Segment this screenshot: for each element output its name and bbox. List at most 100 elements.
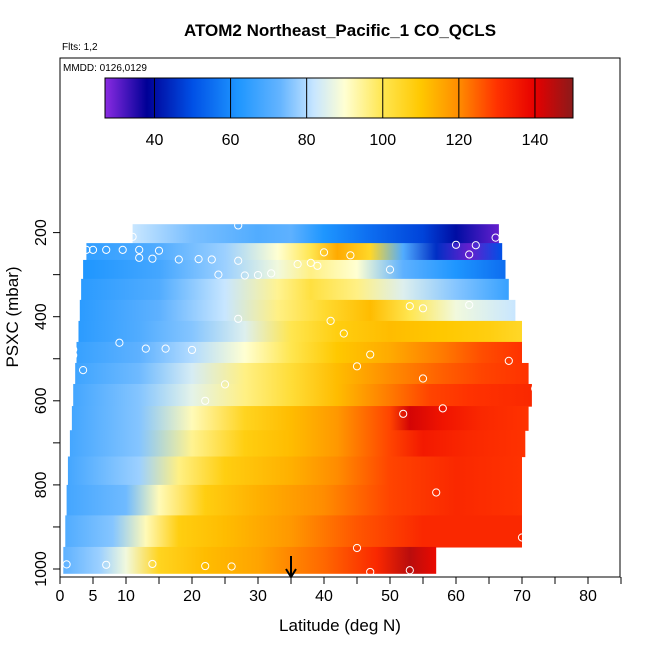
sample-point <box>234 221 243 230</box>
curtain-band <box>73 383 532 407</box>
sample-point <box>339 329 348 338</box>
curtain-band <box>86 243 503 261</box>
sample-point <box>517 533 527 542</box>
sample-point <box>115 338 124 347</box>
sample-point <box>418 374 428 383</box>
y-tick-label: 800 <box>33 471 50 498</box>
sample-point <box>227 562 236 571</box>
sample-point <box>135 245 144 254</box>
x-tick-label: 5 <box>89 588 98 605</box>
y-axis-label: PSXC (mbar) <box>3 266 22 367</box>
curtain-band <box>69 430 526 458</box>
curtain-band <box>132 224 499 244</box>
sample-point <box>187 345 197 355</box>
sample-point <box>346 251 355 260</box>
sample-point <box>234 256 243 265</box>
dates-annotation: MMDD: 0126,0129 <box>63 63 147 74</box>
sample-point <box>491 233 500 242</box>
sample-point <box>306 258 315 267</box>
curtain-band <box>63 546 437 574</box>
sample-point <box>148 254 157 263</box>
sample-point <box>135 253 144 262</box>
colorbar: 40 60 80 100 120 140 <box>104 77 574 149</box>
sample-point <box>82 245 91 254</box>
sample-point <box>405 566 414 575</box>
sample-point <box>161 344 170 353</box>
x-tick-label: 70 <box>513 588 531 605</box>
sample-point <box>326 316 335 326</box>
sample-point <box>214 270 223 279</box>
colorbar-tick-label: 100 <box>369 132 396 149</box>
location-arrow <box>285 556 297 579</box>
sample-point <box>451 240 461 249</box>
sample-point <box>220 380 230 389</box>
chart-title: ATOM2 Northeast_Pacific_1 CO_QCLS <box>184 21 496 40</box>
curtain-band <box>66 484 522 516</box>
sample-point <box>128 232 137 241</box>
sample-point <box>148 559 157 569</box>
y-axis: 200 400 600 800 1000 <box>33 219 60 587</box>
x-tick-label: 0 <box>56 588 65 605</box>
curtain-heatmap <box>63 224 532 574</box>
sample-point <box>504 356 513 365</box>
curtain-band <box>78 320 522 343</box>
x-axis: 0 5 10 20 30 40 50 60 70 80 <box>56 577 622 605</box>
curtain-band <box>76 341 522 364</box>
x-tick-label: 80 <box>579 588 597 605</box>
x-tick-label: 10 <box>117 588 135 605</box>
y-tick-label: 200 <box>33 219 50 246</box>
sample-point <box>174 255 183 264</box>
colorbar-tick-label: 120 <box>446 132 473 149</box>
curtain-band <box>79 299 516 322</box>
sample-point <box>352 362 362 371</box>
sample-point <box>438 404 447 413</box>
sample-point <box>438 563 447 572</box>
sample-point <box>366 567 375 577</box>
sample-point <box>141 344 150 353</box>
curtain-band <box>75 362 529 385</box>
sample-point <box>267 269 276 278</box>
sample-point <box>234 314 243 323</box>
sample-point <box>313 261 322 270</box>
colorbar-gradient-bar <box>104 77 574 119</box>
sample-point <box>207 255 216 264</box>
sample-point <box>531 384 540 393</box>
sample-point <box>240 271 249 280</box>
x-tick-label: 40 <box>315 588 333 605</box>
colorbar-tick-label: 60 <box>222 132 240 149</box>
sample-point <box>352 543 362 553</box>
colorbar-tick-label: 140 <box>522 132 549 149</box>
sample-point <box>69 351 78 360</box>
sample-point <box>465 250 474 259</box>
curtain-band <box>71 406 529 431</box>
sample-point <box>385 265 395 274</box>
colorbar-tick-label: 40 <box>146 132 164 149</box>
sample-point <box>405 302 414 311</box>
sample-point <box>201 561 210 571</box>
colorbar-tick-label: 80 <box>298 132 316 149</box>
sample-point <box>79 366 88 375</box>
sample-point <box>118 245 127 254</box>
sample-point <box>253 270 263 280</box>
curtain-band <box>65 515 522 548</box>
sample-point <box>201 396 210 405</box>
sample-point <box>432 488 441 497</box>
sample-points <box>62 221 540 577</box>
sample-point <box>399 409 408 418</box>
y-tick-label: 600 <box>33 387 50 414</box>
curtain-band <box>83 259 506 280</box>
plot-frame <box>59 57 621 578</box>
sample-point <box>293 260 302 269</box>
sample-point <box>62 560 71 569</box>
sample-point <box>69 345 78 354</box>
sample-point <box>194 254 203 264</box>
sample-point <box>471 241 480 250</box>
flights-annotation: Flts: 1,2 <box>62 42 98 53</box>
sample-point <box>465 300 474 310</box>
arrow-head <box>285 568 297 579</box>
sample-point <box>319 248 329 257</box>
curtain-band <box>81 278 509 301</box>
x-tick-label: 60 <box>447 588 465 605</box>
